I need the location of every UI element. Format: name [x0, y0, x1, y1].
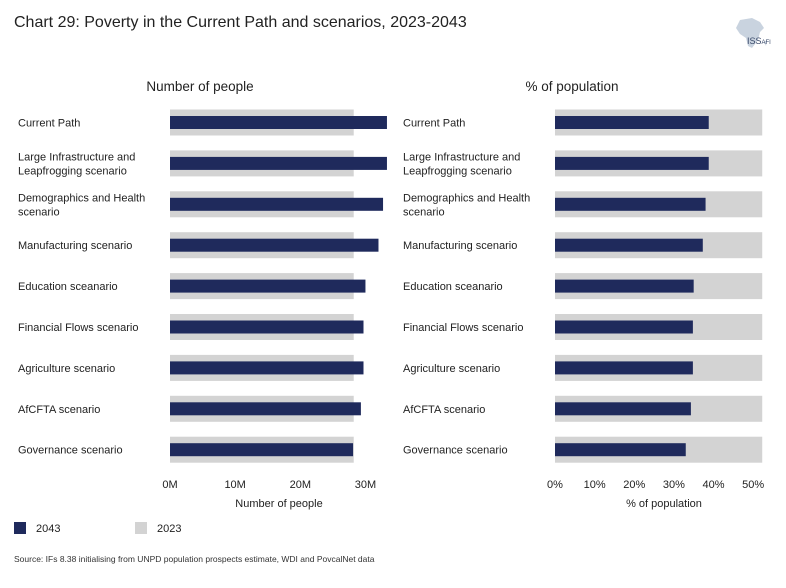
bar-2043 [555, 116, 709, 129]
x-ticks-percent-of-population: 0% 10% 20% 30% 40% 50% [547, 479, 764, 491]
bar-2043 [170, 443, 354, 457]
bar-2043 [170, 279, 366, 293]
category-label: Current Path [18, 118, 80, 130]
africa-map-logo-icon [736, 18, 767, 48]
x-tick-label: 10% [584, 479, 606, 491]
bar-2043 [170, 116, 387, 129]
panel-number-of-people: Number of people Current Path Large Infra… [18, 79, 387, 510]
x-tick-label: 20M [290, 479, 311, 491]
x-tick-label: 10M [224, 479, 245, 491]
x-tick-label: 0M [162, 479, 177, 491]
category-label: AfCFTA scenario [403, 404, 485, 416]
category-label: Agriculture scenario [18, 363, 115, 375]
category-label: Education sceanario [403, 281, 503, 293]
category-label: Financial Flows scenario [18, 322, 138, 334]
legend-label-2023: 2023 [157, 523, 182, 535]
chart-title: Chart 29: Poverty in the Current Path an… [14, 14, 467, 31]
legend-item-2043: 2043 [14, 522, 60, 535]
bar-2043 [555, 443, 686, 457]
x-tick-label: 30M [355, 479, 376, 491]
legend-label-2043: 2043 [36, 523, 61, 535]
category-labels-percent-of-population: Current Path Large Infrastructure and Leap… [403, 118, 530, 457]
category-label: Demographics and Health scenario [18, 192, 145, 218]
bar-2043 [170, 238, 379, 252]
source-note: Source: IFs 8.38 initialising from UNPD … [14, 554, 375, 564]
x-tick-label: 30% [663, 479, 685, 491]
bar-2043 [170, 361, 364, 375]
legend-item-2023: 2023 [135, 522, 181, 535]
category-label: Current Path [403, 118, 465, 130]
legend-swatch-2023 [135, 522, 147, 534]
bar-2043 [555, 361, 693, 375]
bar-2043 [555, 238, 703, 252]
bar-2043 [555, 156, 709, 170]
category-labels-number-of-people: Current Path Large Infrastructure and Leap… [18, 118, 145, 457]
bar-2043 [555, 320, 693, 334]
bar-2043 [555, 197, 706, 211]
x-tick-label: 50% [742, 479, 764, 491]
category-label: AfCFTA scenario [18, 404, 100, 416]
bar-2043 [170, 402, 361, 416]
category-label: Demographics and Health scenario [403, 192, 530, 218]
bars-number-of-people [170, 109, 387, 463]
bar-2043 [170, 156, 387, 170]
category-label: Education sceanario [18, 281, 118, 293]
x-axis-label-percent-of-population: % of population [626, 498, 702, 510]
x-axis-label-number-of-people: Number of people [235, 498, 322, 510]
legend-swatch-2043 [14, 522, 26, 534]
x-tick-label: 20% [623, 479, 645, 491]
panel-title-number-of-people: Number of people [146, 79, 253, 94]
category-label: Governance scenario [403, 445, 508, 457]
bar-2043 [170, 320, 364, 334]
category-label: Agriculture scenario [403, 363, 500, 375]
bar-2043 [555, 402, 691, 416]
x-ticks-number-of-people: 0M 10M 20M 30M [162, 479, 376, 491]
category-label: Manufacturing scenario [403, 240, 517, 252]
bars-percent-of-population [555, 109, 763, 463]
category-label: Large Infrastructure and Leapfrogging sce… [18, 151, 135, 177]
bar-2043 [555, 279, 694, 293]
category-label: Governance scenario [18, 445, 123, 457]
category-label: Financial Flows scenario [403, 322, 523, 334]
x-tick-label: 40% [702, 479, 724, 491]
panel-percent-of-population: % of population Current Path Large Infras… [403, 79, 764, 510]
logo-text: ISSAFI [747, 36, 771, 46]
category-label: Manufacturing scenario [18, 240, 132, 252]
x-tick-label: 0% [547, 479, 563, 491]
panel-title-percent-of-population: % of population [525, 79, 618, 94]
bar-2043 [170, 197, 384, 211]
category-label: Large Infrastructure and Leapfrogging sce… [403, 151, 520, 177]
